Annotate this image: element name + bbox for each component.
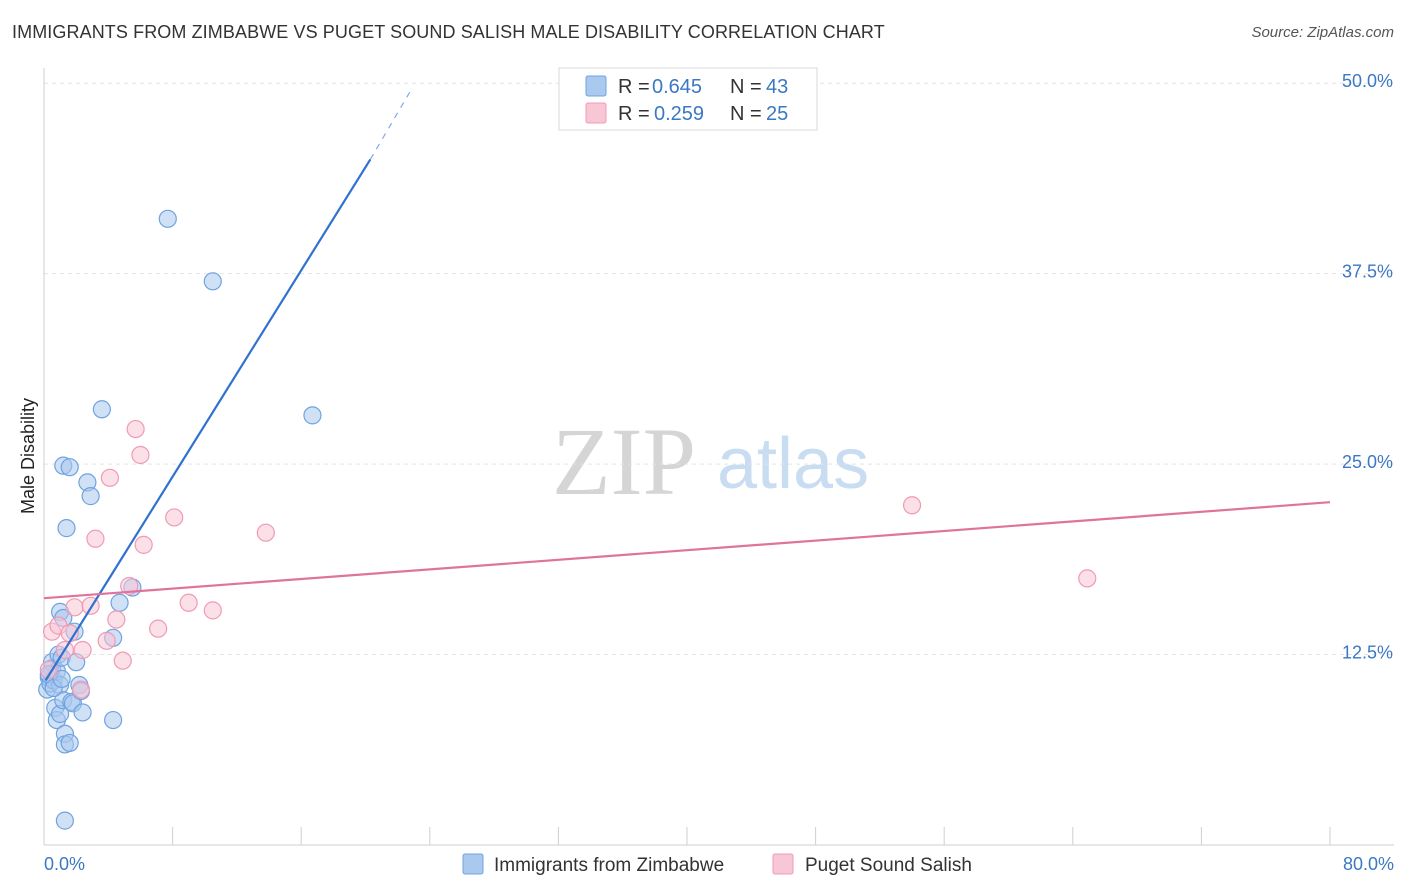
legend-n-label-1: N = (730, 103, 762, 125)
axes (43, 68, 1394, 846)
point-0-20 (57, 519, 76, 538)
bottom-legend-swatch-zimbabwe (462, 853, 484, 875)
point-1-14 (120, 576, 139, 596)
legend-r-value-0: 0.645 (652, 76, 702, 98)
point-1-21 (203, 601, 222, 620)
point-0-22 (60, 733, 79, 753)
point-0-42 (52, 669, 71, 689)
point-1-20 (179, 593, 198, 612)
point-0-35 (110, 593, 129, 612)
legend-r-value-1: 0.259 (654, 103, 704, 125)
point-1-10 (97, 631, 116, 650)
legend-n-value-0: 43 (766, 76, 788, 98)
point-0-37 (158, 209, 177, 228)
trend-line-0 (44, 158, 372, 682)
x-tick-label-min: 0.0% (44, 854, 85, 874)
y-tick-label-3: 50.0% (1342, 71, 1393, 91)
point-1-17 (134, 535, 153, 554)
point-0-29 (73, 703, 92, 722)
point-1-22 (256, 523, 275, 542)
point-0-39 (303, 406, 322, 425)
point-1-19 (165, 508, 184, 527)
x-tick-label-max: 80.0% (1343, 854, 1394, 874)
point-0-19 (55, 811, 74, 830)
point-0-32 (92, 400, 111, 419)
point-1-0 (39, 660, 58, 679)
point-1-18 (149, 619, 168, 638)
y-tick-labels: 12.5% 25.0% 37.5% 50.0% (1342, 71, 1393, 662)
point-1-11 (100, 468, 120, 487)
point-0-38 (203, 272, 222, 291)
stats-legend: R = 0.645 N = 43 R = 0.259 N = 25 (558, 67, 818, 131)
series-legend: Immigrants from Zimbabwe Puget Sound Sal… (462, 853, 972, 876)
legend-r-label-0: R = (618, 76, 650, 98)
point-1-24 (1078, 569, 1097, 588)
point-1-9 (86, 529, 105, 548)
y-tick-label-1: 25.0% (1342, 452, 1393, 472)
bottom-legend-swatch-salish (772, 853, 794, 875)
y-tick-label-2: 37.5% (1342, 262, 1393, 282)
watermark-zip: ZIP (552, 408, 696, 515)
legend-swatch-zimbabwe (585, 75, 607, 97)
y-tick-label-0: 12.5% (1342, 643, 1393, 663)
trend-line-1 (43, 501, 1331, 600)
legend-r-label-1: R = (618, 103, 650, 125)
trend-line-extension-0 (369, 90, 412, 160)
bottom-legend-label-zimbabwe: Immigrants from Zimbabwe (494, 855, 724, 876)
point-1-6 (71, 680, 91, 699)
point-1-13 (113, 651, 132, 670)
legend-n-value-1: 25 (766, 103, 788, 125)
x-ticks (172, 827, 1331, 845)
chart-source: Source: ZipAtlas.com (1251, 24, 1394, 41)
point-0-33 (104, 710, 123, 730)
point-0-31 (81, 487, 100, 506)
point-1-12 (107, 610, 126, 629)
trend-lines (43, 90, 1331, 682)
gridlines (44, 82, 1394, 656)
point-0-21 (60, 458, 79, 477)
point-1-16 (131, 445, 150, 465)
point-1-23 (902, 496, 922, 515)
point-1-15 (126, 419, 145, 439)
series-salish-points (39, 419, 1097, 699)
y-axis-label: Male Disability (18, 398, 38, 514)
point-1-5 (65, 598, 84, 617)
chart-title: IMMIGRANTS FROM ZIMBABWE VS PUGET SOUND … (12, 22, 885, 42)
legend-n-label-0: N = (730, 76, 762, 98)
point-1-7 (73, 640, 92, 660)
bottom-legend-label-salish: Puget Sound Salish (805, 855, 972, 876)
legend-swatch-salish (585, 102, 607, 124)
